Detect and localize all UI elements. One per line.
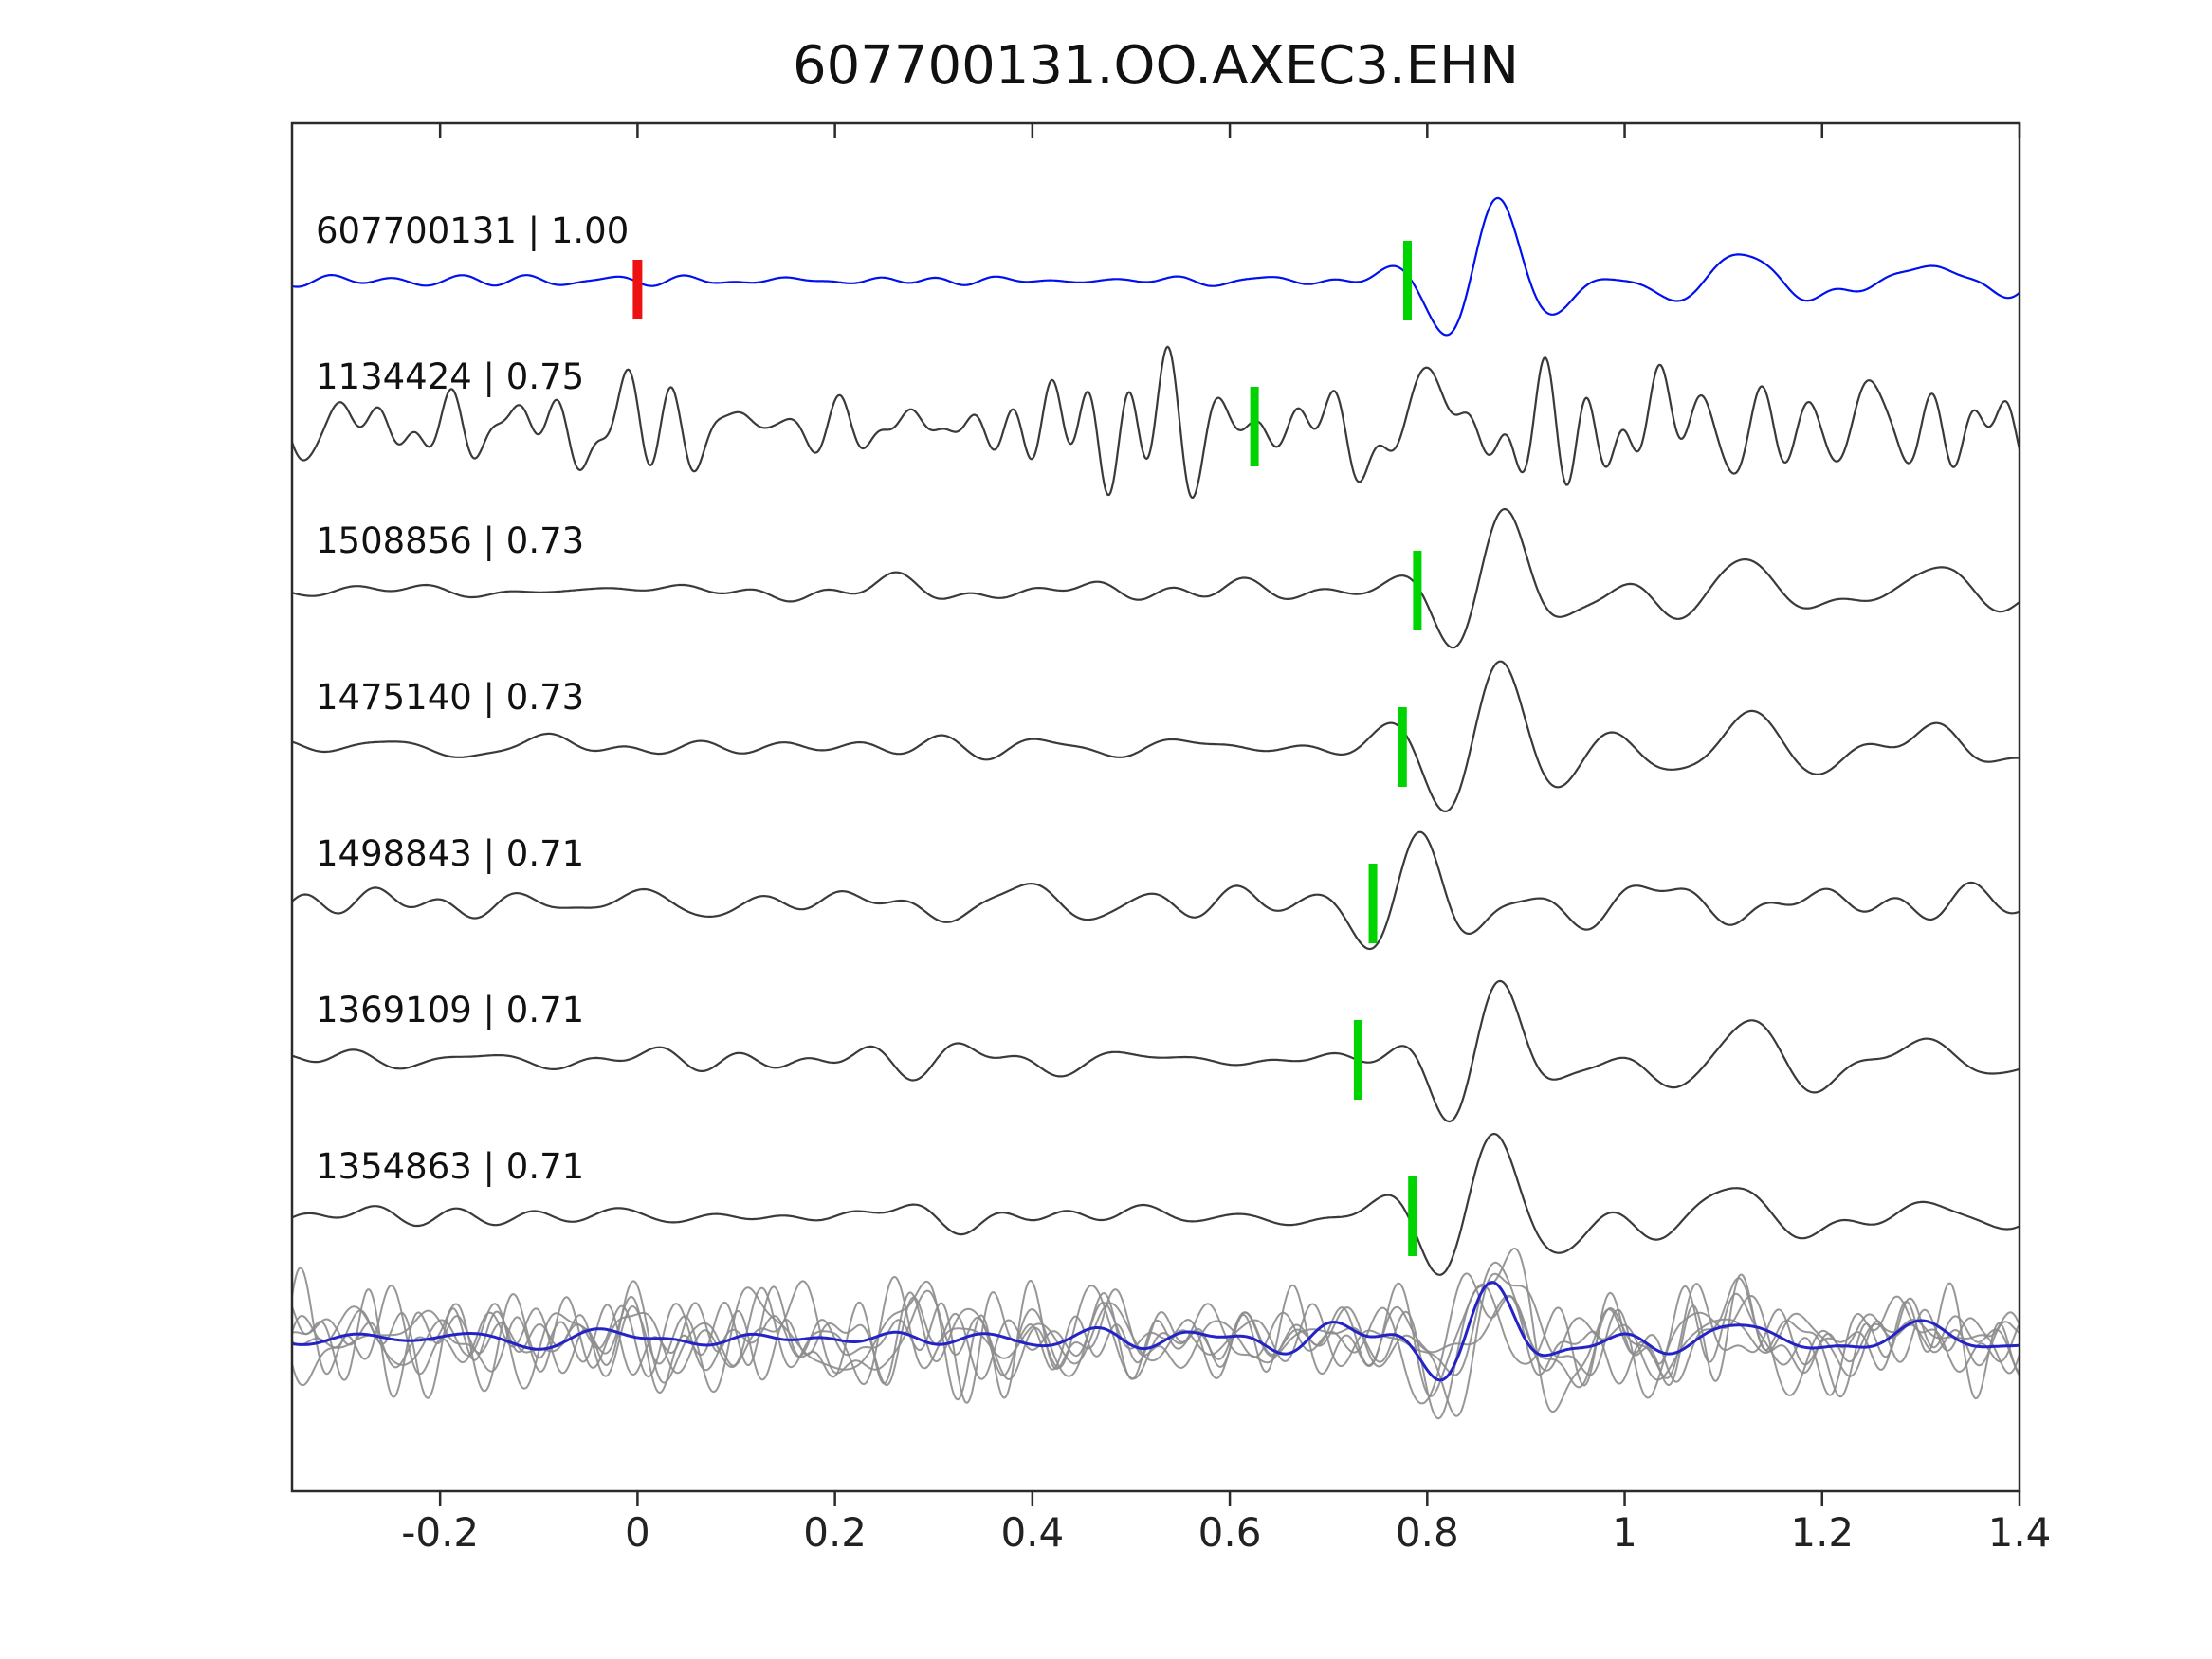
stack-template-waveform (292, 1281, 2020, 1382)
trace-label-1134424: 1134424 | 0.75 (316, 356, 584, 397)
stack-gray-waveform (292, 1261, 2020, 1400)
trace-label-1354863: 1354863 | 0.71 (316, 1146, 584, 1187)
x-tick-label: 0 (625, 1509, 650, 1556)
figure-title: 607700131.OO.AXEC3.EHN (793, 35, 1519, 97)
stack-gray-waveform (292, 1247, 2020, 1420)
plot-border (290, 121, 2021, 1493)
waveform-1354863 (292, 1133, 2020, 1276)
waveform-607700131 (292, 196, 2020, 337)
stack-gray-waveform (292, 1272, 2020, 1405)
x-tick-label: 0.8 (1396, 1509, 1459, 1556)
waveform-1369109 (292, 979, 2020, 1123)
waveform-1134424 (292, 345, 2020, 499)
plot-area: 607700131 | 1.00 1134424 | 0.75 1508856 | … (290, 121, 2052, 1556)
x-tick-label: 1 (1612, 1509, 1637, 1556)
trace-label-1498843: 1498843 | 0.71 (316, 833, 584, 874)
waveform-1508856 (292, 507, 2020, 649)
x-tick-label: -0.2 (401, 1509, 479, 1556)
trace-label-1369109: 1369109 | 0.71 (316, 990, 584, 1030)
x-tick-label: 0.6 (1198, 1509, 1262, 1556)
trace-label-607700131: 607700131 | 1.00 (316, 210, 629, 251)
trace-label-1508856: 1508856 | 0.73 (316, 520, 584, 561)
waveform-1475140 (292, 660, 2020, 812)
x-tick-label: 0.4 (1000, 1509, 1064, 1556)
stack-gray-waveform (292, 1272, 2020, 1417)
trace-label-1475140: 1475140 | 0.73 (316, 677, 584, 718)
x-tick-label: 0.2 (803, 1509, 867, 1556)
waveform-1498843 (292, 830, 2020, 951)
x-tick-label: 1.2 (1790, 1509, 1854, 1556)
x-tick-label: 1.4 (1988, 1509, 2052, 1556)
